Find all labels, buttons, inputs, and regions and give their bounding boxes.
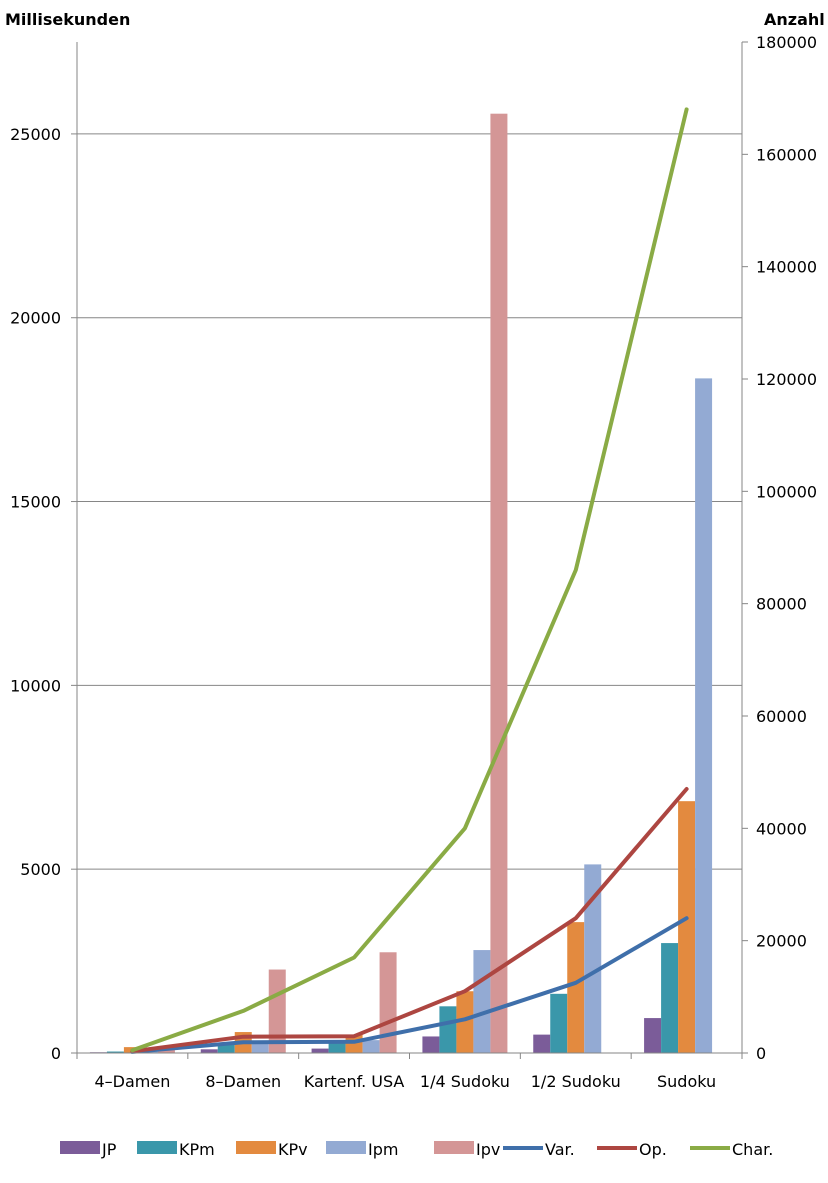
line-var xyxy=(130,916,689,1054)
bar-kpm xyxy=(328,1042,346,1053)
y-right-tick-label: 80000 xyxy=(756,595,807,614)
bar-kpm xyxy=(550,993,568,1053)
bar-ipm xyxy=(251,1041,269,1053)
legend-swatch xyxy=(60,1141,100,1154)
bar-kpm xyxy=(439,1006,457,1053)
y-left-tick-label: 5000 xyxy=(20,860,61,879)
bar-jp xyxy=(311,1048,329,1053)
x-tick-label: 1/4 Sudoku xyxy=(420,1072,510,1091)
y-left-tick-label: 20000 xyxy=(10,309,61,328)
y-right-tick-label: 100000 xyxy=(756,482,817,501)
bar-ipv xyxy=(379,952,397,1053)
x-tick-label: Kartenf. USA xyxy=(304,1072,405,1091)
legend-label: Char. xyxy=(732,1140,773,1159)
legend-swatch xyxy=(137,1141,177,1154)
y-right-tick-label: 20000 xyxy=(756,932,807,951)
y-right-tick-label: 140000 xyxy=(756,258,817,277)
y-right-tick-label: 60000 xyxy=(756,707,807,726)
bar-kpm xyxy=(217,1042,235,1053)
legend-label: Ipm xyxy=(368,1140,398,1159)
y-right-tick-label: 120000 xyxy=(756,370,817,389)
x-tick-label: Sudoku xyxy=(657,1072,716,1091)
x-tick-label: 1/2 Sudoku xyxy=(531,1072,621,1091)
legend-label: KPv xyxy=(278,1140,308,1159)
bar-jp xyxy=(200,1049,218,1053)
bar-kpv xyxy=(456,991,474,1053)
y-right-tick-label: 160000 xyxy=(756,145,817,164)
bar-jp xyxy=(644,1018,662,1053)
y-right-tick-label: 40000 xyxy=(756,819,807,838)
grid-layer xyxy=(77,133,742,870)
legend-swatch xyxy=(236,1141,276,1154)
bar-ipv xyxy=(157,1050,175,1053)
bar-ipm xyxy=(473,950,491,1053)
bar-ipm xyxy=(584,864,602,1053)
bar-kpv xyxy=(678,801,696,1053)
lines-layer xyxy=(130,107,689,1054)
bar-ipv xyxy=(490,113,508,1054)
line-char xyxy=(130,107,689,1053)
x-tick-label: 8–Damen xyxy=(205,1072,281,1091)
y-left-tick-label: 15000 xyxy=(10,493,61,512)
bar-jp xyxy=(422,1036,440,1053)
legend-label: JP xyxy=(101,1140,117,1159)
legend-label: KPm xyxy=(179,1140,215,1159)
y-left-tick-label: 25000 xyxy=(10,125,61,144)
legend-label: Var. xyxy=(545,1140,575,1159)
y-left-tick-label: 10000 xyxy=(10,676,61,695)
legend-label: Op. xyxy=(639,1140,667,1159)
bar-ipm xyxy=(695,378,713,1053)
bar-kpm xyxy=(661,943,679,1053)
y-left-axis-title: Millisekunden xyxy=(5,10,130,29)
bars-layer xyxy=(89,113,713,1054)
bar-jp xyxy=(533,1034,551,1053)
legend-swatch xyxy=(326,1141,366,1154)
y-right-tick-label: 180000 xyxy=(756,33,817,52)
bar-kpv xyxy=(567,922,585,1053)
y-left-tick-label: 0 xyxy=(51,1044,61,1063)
legend-swatch xyxy=(434,1141,474,1154)
y-right-axis-title: Anzahl xyxy=(764,10,825,29)
x-tick-label: 4–Damen xyxy=(94,1072,170,1091)
legend: JP KPm KPv Ipm Ipv Var. Op. Char. xyxy=(60,1140,773,1159)
y-right-tick-label: 0 xyxy=(756,1044,766,1063)
line-op xyxy=(130,787,689,1054)
axes-layer: 0 5000 10000 15000 20000 25000 0 20000 40000 6000… xyxy=(10,33,817,1091)
bar-ipm xyxy=(362,1040,380,1053)
bar-kpm xyxy=(106,1051,124,1053)
legend-label: Ipv xyxy=(476,1140,500,1159)
